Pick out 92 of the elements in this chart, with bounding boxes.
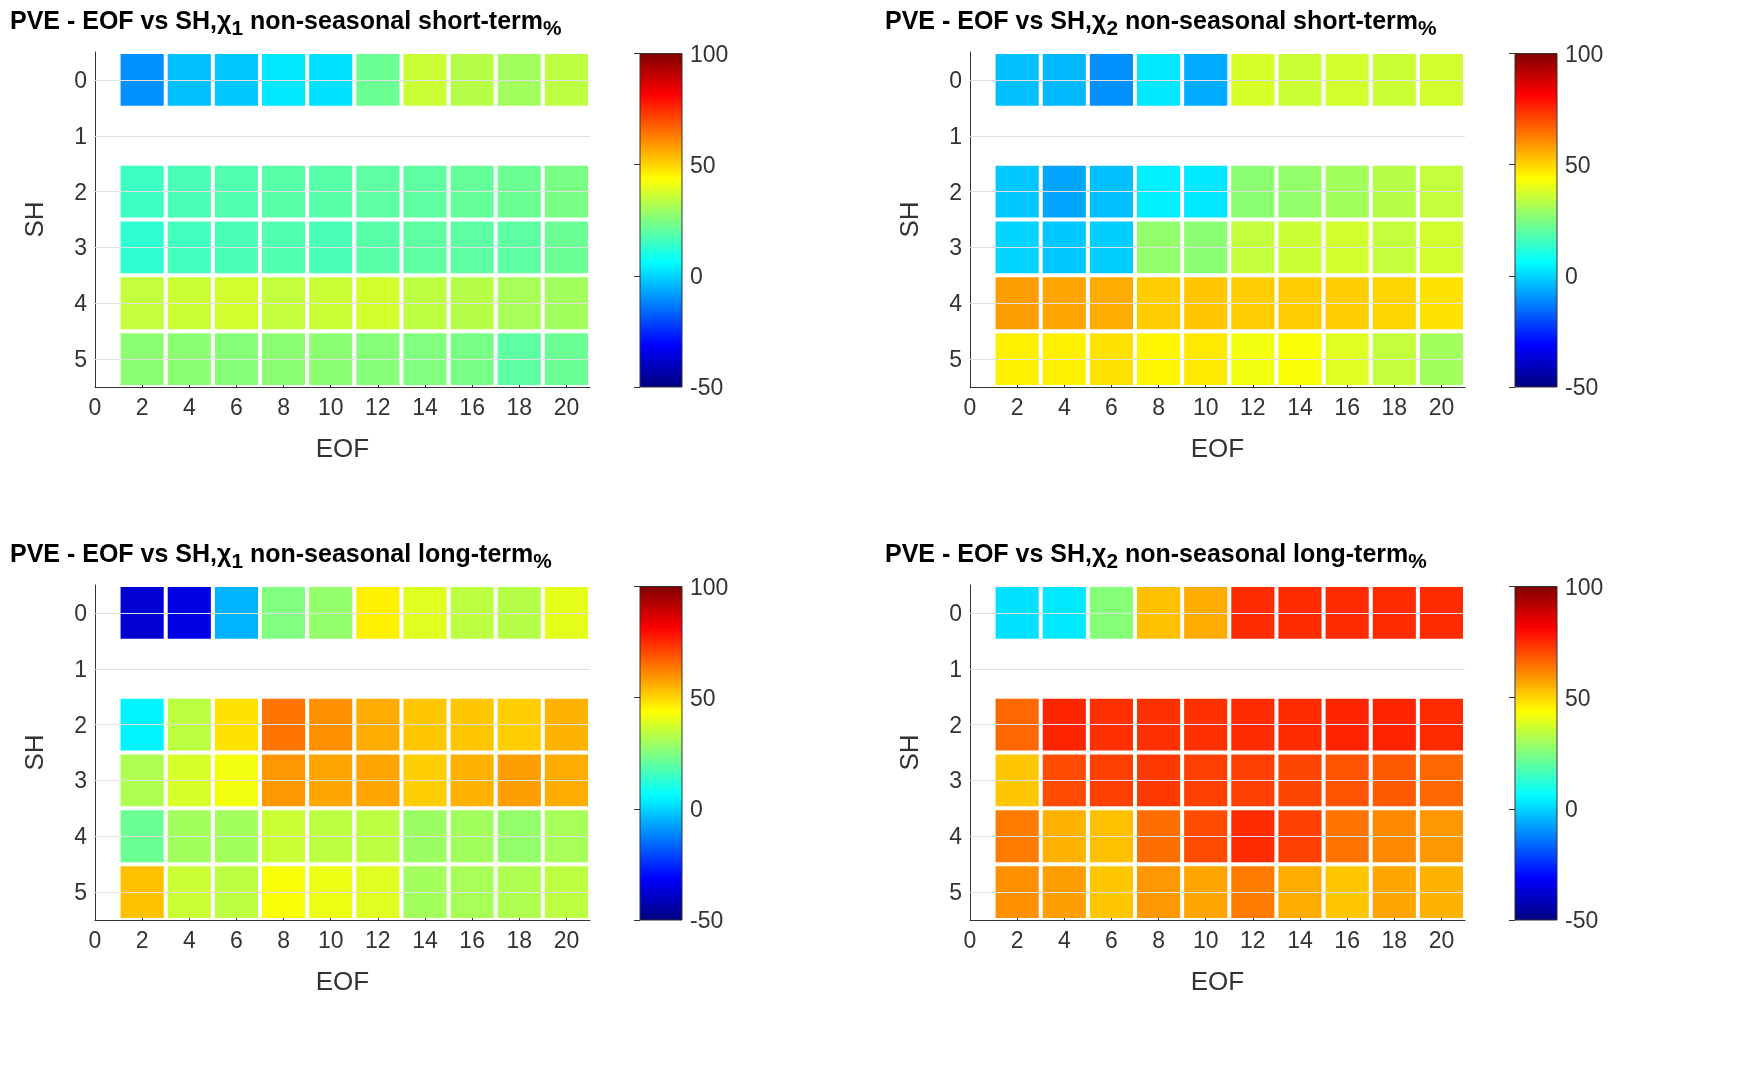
x-tick-label: 18 bbox=[1381, 393, 1408, 420]
x-tick-label: 14 bbox=[1287, 393, 1313, 420]
color-bar-label: 0 bbox=[690, 795, 703, 822]
x-tick-label: 4 bbox=[1057, 926, 1071, 953]
chart-title: PVE - EOF vs SH,χ$_{2}$ non-seasonal short-term$_{%}$ bbox=[885, 6, 1437, 40]
x-tick-label: 16 bbox=[459, 926, 485, 953]
y-tick-label: 2 bbox=[74, 711, 87, 738]
y-tick-label: 0 bbox=[74, 66, 87, 93]
x-tick-label: 12 bbox=[1240, 926, 1266, 953]
x-tick-label: 14 bbox=[1287, 926, 1313, 953]
y-tick-label: 0 bbox=[74, 599, 87, 626]
y-tick-label: 4 bbox=[74, 823, 88, 850]
y-tick-label: 5 bbox=[74, 346, 87, 373]
y-tick-label: 1 bbox=[949, 655, 962, 682]
x-tick-label: 16 bbox=[1334, 393, 1360, 420]
y-tick-label: 5 bbox=[949, 346, 962, 373]
chart-title: PVE - EOF vs SH,χ$_{1}$ non-seasonal short-term$_{%}$ bbox=[10, 6, 562, 40]
chart-title: PVE - EOF vs SH,χ$_{1}$ non-seasonal long-term$_{%}$ bbox=[10, 539, 552, 573]
color-bar-label: -50 bbox=[690, 907, 724, 933]
y-tick-label: 2 bbox=[74, 178, 87, 205]
y-axis-title: SH bbox=[19, 734, 49, 771]
x-tick-label: 16 bbox=[1334, 926, 1360, 953]
color-bar-label: -50 bbox=[1565, 907, 1599, 933]
y-tick-label: 1 bbox=[949, 122, 962, 149]
x-tick-label: 10 bbox=[1192, 393, 1219, 420]
x-axis-title: EOF bbox=[315, 966, 370, 996]
x-tick-label: 18 bbox=[506, 926, 533, 953]
x-tick-label: 6 bbox=[1105, 393, 1118, 420]
y-tick-label: 5 bbox=[949, 879, 962, 906]
x-tick-label: 2 bbox=[1010, 926, 1024, 953]
x-tick-label: 6 bbox=[230, 393, 243, 420]
x-tick-label: 18 bbox=[506, 393, 533, 420]
x-tick-label: 8 bbox=[1152, 926, 1165, 953]
x-tick-label: 4 bbox=[1057, 393, 1071, 420]
x-axis-title: EOF bbox=[1190, 433, 1245, 463]
y-tick-label: 3 bbox=[949, 234, 962, 261]
color-bar-label: 0 bbox=[1565, 262, 1578, 289]
x-tick-label: 16 bbox=[459, 393, 485, 420]
y-tick-label: 3 bbox=[74, 767, 87, 794]
color-bar-label: 50 bbox=[690, 151, 716, 178]
x-tick-label: 18 bbox=[1381, 926, 1408, 953]
y-axis-title: SH bbox=[894, 201, 924, 238]
x-tick-label: 6 bbox=[230, 926, 243, 953]
y-tick-label: 0 bbox=[949, 66, 962, 93]
y-tick-label: 1 bbox=[74, 122, 87, 149]
x-tick-label: 12 bbox=[365, 926, 391, 953]
x-tick-label: 10 bbox=[1192, 926, 1219, 953]
color-bar-label: 100 bbox=[690, 573, 729, 600]
x-tick-label: 14 bbox=[412, 393, 438, 420]
x-tick-label: 8 bbox=[1152, 393, 1165, 420]
chart-title: PVE - EOF vs SH,χ$_{2}$ non-seasonal long-term$_{%}$ bbox=[885, 539, 1427, 573]
color-bar-label: 0 bbox=[1565, 795, 1578, 822]
color-bar-label: 100 bbox=[1565, 573, 1604, 600]
color-bar-label: -50 bbox=[690, 374, 724, 400]
x-tick-label: 12 bbox=[365, 393, 391, 420]
color-bar-label: 0 bbox=[690, 262, 703, 289]
y-tick-label: 4 bbox=[949, 823, 963, 850]
x-axis-title: EOF bbox=[315, 433, 370, 463]
x-tick-label: 4 bbox=[182, 926, 196, 953]
color-bar-label: 100 bbox=[690, 40, 729, 67]
y-tick-label: 4 bbox=[949, 290, 963, 317]
color-bar-label: -50 bbox=[1565, 374, 1599, 400]
x-tick-label: 20 bbox=[553, 926, 580, 953]
x-tick-label: 12 bbox=[1240, 393, 1266, 420]
y-tick-label: 3 bbox=[949, 767, 962, 794]
color-bar-label: 50 bbox=[1565, 151, 1591, 178]
y-tick-label: 2 bbox=[949, 711, 962, 738]
x-tick-label: 6 bbox=[1105, 926, 1118, 953]
y-tick-label: 1 bbox=[74, 655, 87, 682]
y-axis-title: SH bbox=[19, 201, 49, 238]
y-tick-label: 0 bbox=[949, 599, 962, 626]
x-tick-label: 4 bbox=[182, 393, 196, 420]
x-axis-title: EOF bbox=[1190, 966, 1245, 996]
x-tick-label: 20 bbox=[1428, 926, 1455, 953]
color-bar-label: 50 bbox=[1565, 684, 1591, 711]
x-tick-label: 8 bbox=[277, 926, 290, 953]
color-bar-label: 50 bbox=[690, 684, 716, 711]
x-tick-label: 10 bbox=[317, 926, 344, 953]
x-tick-label: 14 bbox=[412, 926, 438, 953]
y-tick-label: 3 bbox=[74, 234, 87, 261]
x-tick-label: 20 bbox=[1428, 393, 1455, 420]
color-bar-label: 100 bbox=[1565, 40, 1604, 67]
x-tick-label: 2 bbox=[1010, 393, 1024, 420]
y-tick-label: 2 bbox=[949, 178, 962, 205]
x-tick-label: 2 bbox=[135, 393, 149, 420]
y-axis-title: SH bbox=[894, 734, 924, 771]
x-tick-label: 20 bbox=[553, 393, 580, 420]
x-tick-label: 2 bbox=[135, 926, 149, 953]
x-tick-label: 8 bbox=[277, 393, 290, 420]
x-tick-label: 10 bbox=[317, 393, 344, 420]
y-tick-label: 5 bbox=[74, 879, 87, 906]
y-tick-label: 4 bbox=[74, 290, 88, 317]
